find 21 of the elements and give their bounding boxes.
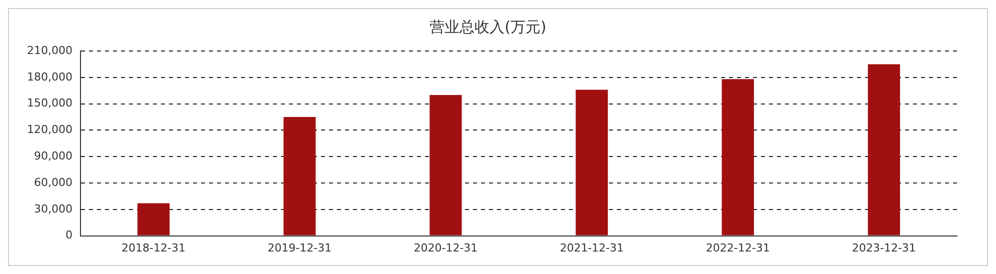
bar: [137, 203, 170, 236]
x-tick-label: 2018-12-31: [122, 241, 186, 254]
chart-title: 营业总收入(万元): [430, 18, 546, 36]
y-tick-label: 0: [65, 228, 72, 242]
bar: [576, 90, 608, 236]
y-tick-label: 120,000: [26, 123, 72, 136]
x-tick-label: 2023-12-31: [852, 241, 916, 254]
bar: [284, 117, 316, 236]
bar: [722, 79, 754, 236]
y-tick-label: 90,000: [34, 149, 72, 162]
y-tick-label: 210,000: [26, 44, 72, 57]
x-tick-label: 2022-12-31: [706, 241, 770, 254]
x-tick-label: 2020-12-31: [414, 241, 478, 254]
y-tick-label: 180,000: [26, 70, 72, 84]
bar: [430, 95, 462, 236]
x-tick-label: 2019-12-31: [268, 241, 332, 254]
y-tick-label: 60,000: [34, 176, 72, 189]
y-tick-label: 30,000: [34, 202, 72, 216]
bar: [868, 64, 900, 236]
y-tick-label: 150,000: [26, 96, 72, 110]
x-tick-label: 2021-12-31: [560, 241, 624, 254]
